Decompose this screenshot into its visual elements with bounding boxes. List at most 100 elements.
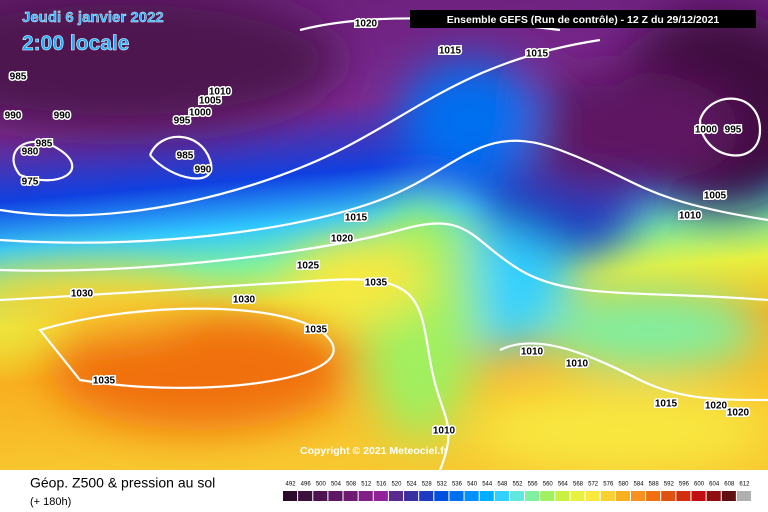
- colorbar-swatch: [298, 491, 313, 501]
- isobar-label: 1030: [233, 295, 256, 306]
- colorbar-swatch: [328, 491, 343, 501]
- colorbar-swatch: [283, 491, 298, 501]
- colorbar-swatch: [721, 491, 736, 501]
- colorbar-swatch: [555, 491, 570, 501]
- isobar-label: 995: [174, 116, 191, 127]
- isobar-label: 985: [36, 139, 53, 150]
- colorbar-swatch: [676, 491, 691, 501]
- colorbar-swatch: [358, 491, 373, 501]
- isobar-label: 1020: [727, 408, 750, 419]
- colorbar-swatch: [525, 491, 540, 501]
- isobar-label: 990: [195, 165, 212, 176]
- copyright: Copyright © 2021 Meteociel.fr: [300, 445, 448, 457]
- colorbar-tick-label: 504: [331, 482, 342, 488]
- isobar-label: 1025: [297, 261, 320, 272]
- colorbar-swatch: [630, 491, 646, 501]
- colorbar-swatch: [615, 491, 630, 501]
- colorbar-tick-label: 568: [573, 482, 584, 488]
- colorbar-tick-label: 500: [316, 482, 327, 488]
- colorbar-tick-label: 572: [588, 482, 599, 488]
- isobar-label: 1015: [439, 46, 462, 57]
- colorbar-tick-label: 592: [664, 482, 675, 488]
- isobar-label: 1020: [355, 19, 378, 30]
- map-field: [0, 0, 768, 471]
- colorbar-tick-label: 600: [694, 482, 705, 488]
- isobar-label: 1000: [695, 125, 718, 136]
- isobar-label: 990: [54, 111, 71, 122]
- colorbar-tick-label: 588: [649, 482, 660, 488]
- colorbar-swatch: [388, 491, 404, 501]
- legend-title: Géop. Z500 & pression au sol: [30, 475, 215, 491]
- colorbar-swatch: [540, 491, 555, 501]
- colorbar-swatch: [449, 491, 464, 501]
- colorbar-tick-label: 516: [376, 482, 387, 488]
- colorbar-tick-label: 520: [391, 482, 402, 488]
- colorbar-tick-label: 584: [634, 482, 645, 488]
- colorbar-tick-label: 604: [709, 482, 720, 488]
- colorbar-swatch: [691, 491, 706, 501]
- colorbar-tick-label: 556: [528, 482, 539, 488]
- colorbar-tick-label: 496: [301, 482, 312, 488]
- isobar-label: 1010: [679, 211, 702, 222]
- isobar-label: 985: [10, 72, 27, 83]
- isobar-label: 1015: [345, 213, 368, 224]
- isobar-label: 1005: [704, 191, 727, 202]
- isobar-label: 975: [22, 177, 39, 188]
- isobar-label: 1020: [705, 401, 728, 412]
- colorbar-swatch: [434, 491, 449, 501]
- colorbar-swatch: [479, 491, 494, 501]
- colorbar-tick-label: 548: [497, 482, 508, 488]
- colorbar-swatch: [373, 491, 388, 501]
- colorbar-swatch: [570, 491, 585, 501]
- isobar-label: 990: [5, 111, 22, 122]
- colorbar-tick-label: 608: [724, 482, 735, 488]
- isobar-label: 1000: [189, 108, 212, 119]
- colorbar-tick-label: 528: [422, 482, 433, 488]
- run-box: [410, 10, 756, 28]
- isobar-label: 1020: [331, 234, 354, 245]
- legend-subtitle: (+ 180h): [30, 496, 71, 508]
- time: 2:00 locale: [22, 32, 129, 55]
- colorbar-tick-label: 536: [452, 482, 463, 488]
- colorbar-tick-label: 576: [603, 482, 614, 488]
- colorbar-tick-label: 596: [679, 482, 690, 488]
- colorbar-tick-label: 564: [558, 482, 569, 488]
- isobar-label: 1015: [526, 49, 549, 60]
- colorbar-tick-label: 524: [407, 482, 418, 488]
- colorbar-swatch: [706, 491, 721, 501]
- colorbar-swatch: [343, 491, 358, 501]
- colorbar-swatch: [600, 491, 615, 501]
- colorbar-tick-label: 552: [512, 482, 523, 488]
- isobar-label: 1010: [433, 426, 456, 437]
- isobar-label: 1035: [305, 325, 328, 336]
- colorbar-swatch: [494, 491, 509, 501]
- colorbar-tick-label: 508: [346, 482, 357, 488]
- colorbar-swatch: [509, 491, 525, 501]
- isobar-label: 1005: [199, 96, 222, 107]
- isobar-label: 985: [177, 151, 194, 162]
- colorbar-swatch: [646, 491, 661, 501]
- isobar-label: 995: [725, 125, 742, 136]
- colorbar-swatch: [313, 491, 328, 501]
- colorbar-swatch: [464, 491, 479, 501]
- isobar-label: 1010: [209, 87, 232, 98]
- colorbar-tick-label: 544: [482, 482, 493, 488]
- isobar-label: 1030: [71, 289, 94, 300]
- colorbar-tick-label: 532: [437, 482, 448, 488]
- date: Jeudi 6 janvier 2022: [22, 9, 164, 26]
- isobar-label: 1035: [365, 278, 388, 289]
- colorbar-tick-label: 580: [618, 482, 629, 488]
- colorbar-tick-label: 612: [739, 482, 750, 488]
- isobar-label: 980: [22, 147, 39, 158]
- colorbar-swatch: [736, 491, 751, 501]
- isobar-label: 1010: [566, 359, 589, 370]
- colorbar-swatch: [404, 491, 419, 501]
- isobar-label: 1015: [655, 399, 678, 410]
- isobar-label: 1010: [521, 347, 544, 358]
- colorbar-swatch: [585, 491, 600, 501]
- colorbar-swatch: [661, 491, 676, 501]
- colorbar-swatch: [419, 491, 434, 501]
- colorbar: 492 496 500 504 508 512 516 520 524 528 532 536 540 5…: [283, 482, 751, 501]
